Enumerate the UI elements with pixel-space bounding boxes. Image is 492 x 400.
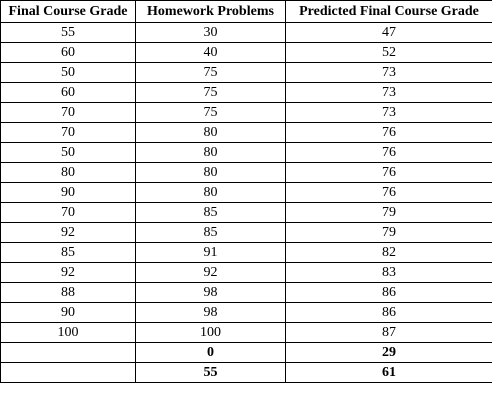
table-row: 50 75 73 <box>0 62 492 83</box>
final-course-grade-cell: 70 <box>0 202 136 223</box>
homework-problems-cell: 98 <box>135 282 286 303</box>
homework-problems-cell: 85 <box>135 222 286 243</box>
final-course-grade-cell: 50 <box>0 142 136 163</box>
header-final-course-grade: Final Course Grade <box>0 0 136 23</box>
table-row: 55 30 47 <box>0 22 492 43</box>
header-predicted-final-course-grade: Predicted Final Course Grade <box>285 0 492 23</box>
table-row: 90 80 76 <box>0 182 492 203</box>
homework-problems-cell: 92 <box>135 262 286 283</box>
summary-homework-problems-cell: 0 <box>135 342 286 363</box>
predicted-grade-cell: 76 <box>285 142 492 163</box>
table-row: 88 98 86 <box>0 282 492 303</box>
final-course-grade-cell: 70 <box>0 122 136 143</box>
summary-predicted-grade-cell: 29 <box>285 342 492 363</box>
homework-problems-cell: 80 <box>135 182 286 203</box>
predicted-grade-cell: 79 <box>285 202 492 223</box>
final-course-grade-cell: 70 <box>0 102 136 123</box>
summary-row: 0 29 <box>0 342 492 363</box>
predicted-grade-cell: 87 <box>285 322 492 343</box>
homework-problems-cell: 75 <box>135 102 286 123</box>
homework-problems-cell: 40 <box>135 42 286 63</box>
predicted-grade-cell: 76 <box>285 182 492 203</box>
homework-problems-cell: 80 <box>135 122 286 143</box>
predicted-grade-cell: 52 <box>285 42 492 63</box>
table-row: 70 85 79 <box>0 202 492 223</box>
homework-problems-cell: 80 <box>135 142 286 163</box>
header-homework-problems: Homework Problems <box>135 0 286 23</box>
predicted-grade-cell: 79 <box>285 222 492 243</box>
final-course-grade-cell: 92 <box>0 262 136 283</box>
final-course-grade-cell: 55 <box>0 22 136 43</box>
homework-problems-cell: 75 <box>135 82 286 103</box>
homework-problems-cell: 30 <box>135 22 286 43</box>
table-row: 80 80 76 <box>0 162 492 183</box>
final-course-grade-cell: 90 <box>0 302 136 323</box>
summary-homework-problems-cell: 55 <box>135 362 286 383</box>
predicted-grade-cell: 73 <box>285 82 492 103</box>
predicted-grade-cell: 86 <box>285 282 492 303</box>
homework-problems-cell: 85 <box>135 202 286 223</box>
table-row: 100 100 87 <box>0 322 492 343</box>
homework-problems-cell: 75 <box>135 62 286 83</box>
table-row: 70 75 73 <box>0 102 492 123</box>
final-course-grade-cell: 80 <box>0 162 136 183</box>
final-course-grade-cell: 85 <box>0 242 136 263</box>
homework-problems-cell: 98 <box>135 302 286 323</box>
final-course-grade-cell: 60 <box>0 42 136 63</box>
predicted-grade-cell: 76 <box>285 162 492 183</box>
predicted-grade-cell: 47 <box>285 22 492 43</box>
predicted-grade-cell: 83 <box>285 262 492 283</box>
predicted-grade-cell: 86 <box>285 302 492 323</box>
table-body: 55 30 47 60 40 52 50 75 73 60 75 73 70 75 73 70 80 76 50 80… <box>0 22 492 383</box>
predicted-grade-cell: 73 <box>285 62 492 83</box>
final-course-grade-cell: 60 <box>0 82 136 103</box>
summary-final-course-grade-cell <box>0 342 136 363</box>
final-course-grade-cell: 100 <box>0 322 136 343</box>
predicted-grade-cell: 76 <box>285 122 492 143</box>
table-row: 92 85 79 <box>0 222 492 243</box>
table-row: 70 80 76 <box>0 122 492 143</box>
homework-problems-cell: 91 <box>135 242 286 263</box>
final-course-grade-cell: 88 <box>0 282 136 303</box>
final-course-grade-cell: 92 <box>0 222 136 243</box>
homework-problems-cell: 80 <box>135 162 286 183</box>
summary-predicted-grade-cell: 61 <box>285 362 492 383</box>
predicted-grade-cell: 82 <box>285 242 492 263</box>
table-row: 90 98 86 <box>0 302 492 323</box>
table-row: 50 80 76 <box>0 142 492 163</box>
predicted-grade-cell: 73 <box>285 102 492 123</box>
table-header: Final Course Grade Homework Problems Pre… <box>0 0 492 23</box>
header-row: Final Course Grade Homework Problems Pre… <box>0 0 492 23</box>
table-row: 92 92 83 <box>0 262 492 283</box>
homework-problems-cell: 100 <box>135 322 286 343</box>
table-row: 85 91 82 <box>0 242 492 263</box>
summary-final-course-grade-cell <box>0 362 136 383</box>
table-row: 60 40 52 <box>0 42 492 63</box>
grades-table: Final Course Grade Homework Problems Pre… <box>0 0 492 383</box>
summary-row: 55 61 <box>0 362 492 383</box>
final-course-grade-cell: 90 <box>0 182 136 203</box>
final-course-grade-cell: 50 <box>0 62 136 83</box>
table-row: 60 75 73 <box>0 82 492 103</box>
